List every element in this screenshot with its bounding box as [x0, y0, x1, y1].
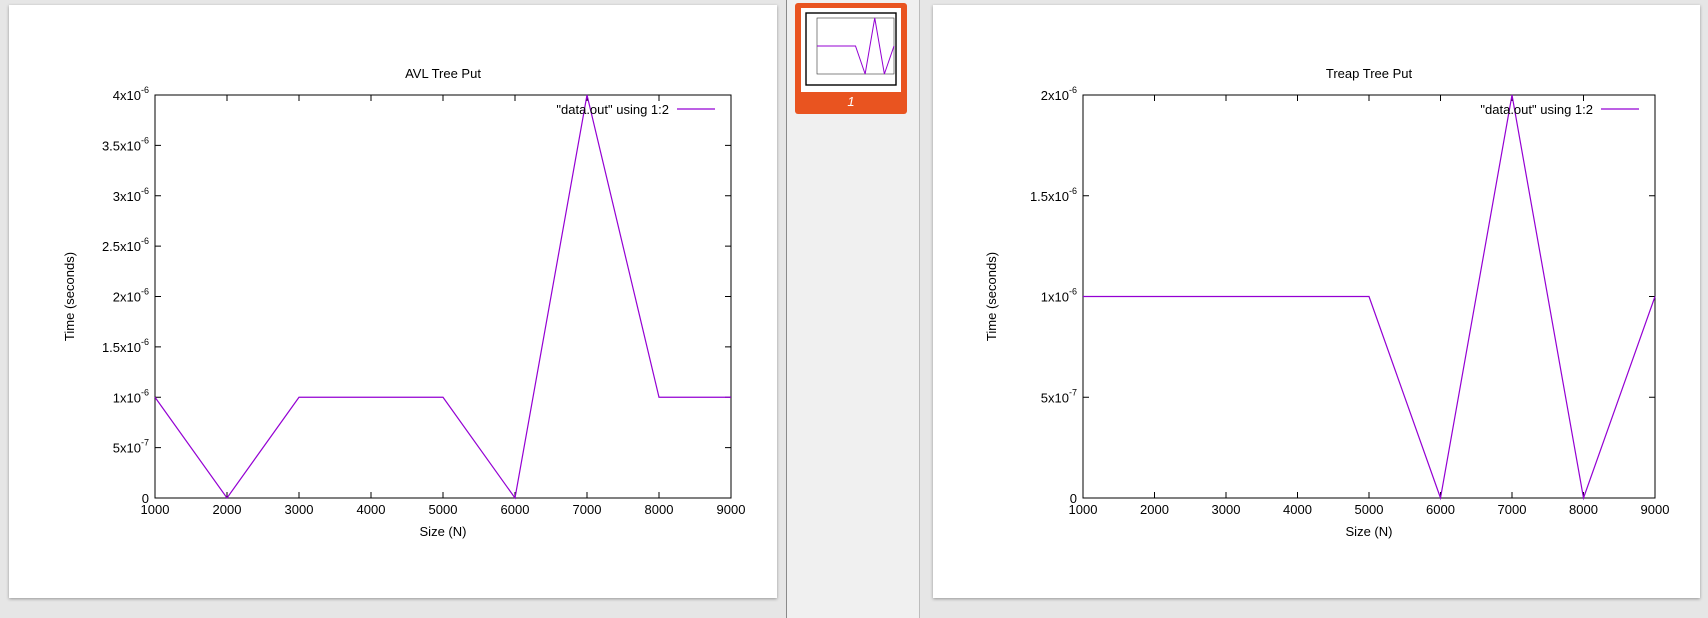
y-tick-label: 5x10-7 [1041, 387, 1077, 405]
document-page-right: Treap Tree Put Size (N) Time (seconds) 1000… [933, 5, 1700, 598]
series-line [154, 94, 731, 500]
thumbnail-border [805, 12, 897, 86]
y-tick-mantissa: 5x10 [113, 441, 141, 456]
y-tick-mantissa: 5x10 [1041, 390, 1069, 405]
x-tick-label: 4000 [1283, 502, 1312, 517]
y-tick-label: 0 [142, 491, 149, 506]
thumbnail-preview [805, 12, 897, 86]
y-tick-mantissa: 0 [1070, 491, 1077, 506]
x-tick-label: 4000 [357, 502, 386, 517]
y-tick-label: 2x10-6 [1041, 85, 1077, 103]
y-tick-exponent: -6 [1069, 186, 1077, 196]
y-tick-mantissa: 3.5x10 [102, 138, 141, 153]
y-tick-mantissa: 2x10 [1041, 88, 1069, 103]
document-page-left: AVL Tree Put Size (N) Time (seconds) 1000 20… [9, 5, 777, 598]
y-tick-label: 3x10-6 [113, 186, 149, 204]
x-axis-label: Size (N) [1346, 524, 1393, 539]
separator-line [786, 0, 787, 618]
page-thumbnail-image[interactable] [801, 8, 901, 92]
y-tick-label: 5x10-7 [113, 438, 149, 456]
legend-label: "data.out" using 1:2 [1480, 102, 1593, 117]
x-tick-label: 3000 [285, 502, 314, 517]
x-tick-label: 6000 [1426, 502, 1455, 517]
y-tick-exponent: -6 [141, 135, 149, 145]
y-tick-exponent: -6 [141, 287, 149, 297]
y-tick-label: 0 [1070, 491, 1077, 506]
y-tick-mantissa: 1.5x10 [1030, 189, 1069, 204]
y-tick-exponent: -7 [141, 438, 149, 448]
y-tick-exponent: -6 [141, 186, 149, 196]
y-tick-exponent: -6 [141, 387, 149, 397]
y-axis-label: Time (seconds) [984, 252, 999, 341]
y-tick-label: 4x10-6 [113, 85, 149, 103]
x-tick-label: 7000 [1498, 502, 1527, 517]
y-tick-mantissa: 2.5x10 [102, 239, 141, 254]
x-tick-label: 5000 [1355, 502, 1384, 517]
y-tick-mantissa: 1x10 [1041, 290, 1069, 305]
x-tick-label: 8000 [1569, 502, 1598, 517]
x-tick-label: 6000 [501, 502, 530, 517]
separator-line [919, 0, 920, 618]
y-tick-label: 1.5x10-6 [102, 337, 149, 355]
y-tick-exponent: -6 [141, 85, 149, 95]
page-thumbnail[interactable]: 1 [795, 3, 907, 114]
y-axis-label: Time (seconds) [62, 252, 77, 341]
x-tick-label: 3000 [1212, 502, 1241, 517]
x-tick-label: 8000 [645, 502, 674, 517]
avl-tree-put-chart: AVL Tree Put Size (N) Time (seconds) 1000 20… [62, 66, 746, 539]
y-tick-mantissa: 1.5x10 [102, 340, 141, 355]
chart-title: AVL Tree Put [405, 66, 481, 81]
y-tick-exponent: -6 [141, 236, 149, 246]
y-tick-mantissa: 4x10 [113, 88, 141, 103]
x-tick-label: 1000 [141, 502, 170, 517]
y-tick-mantissa: 2x10 [113, 290, 141, 305]
y-tick-exponent: -6 [1069, 287, 1077, 297]
page-thumbnail-label: 1 [847, 94, 855, 109]
plot-frame [154, 94, 732, 499]
y-tick-exponent: -6 [141, 337, 149, 347]
legend-label: "data.out" using 1:2 [556, 102, 669, 117]
x-tick-label: 1000 [1069, 502, 1098, 517]
x-axis-label: Size (N) [420, 524, 467, 539]
x-tick-label: 2000 [1140, 502, 1169, 517]
x-tick-label: 9000 [717, 502, 746, 517]
y-tick-mantissa: 1x10 [113, 390, 141, 405]
x-tick-label: 2000 [213, 502, 242, 517]
x-tick-label: 9000 [1641, 502, 1670, 517]
y-tick-mantissa: 3x10 [113, 189, 141, 204]
y-tick-label: 1x10-6 [1041, 287, 1077, 305]
x-tick-label: 7000 [573, 502, 602, 517]
y-tick-label: 3.5x10-6 [102, 135, 149, 153]
y-tick-label: 2.5x10-6 [102, 236, 149, 254]
thumbnail-series-line [817, 17, 895, 75]
treap-tree-put-chart: Treap Tree Put Size (N) Time (seconds) 1000… [984, 66, 1670, 539]
x-tick-label: 5000 [429, 502, 458, 517]
y-tick-label: 1x10-6 [113, 387, 149, 405]
y-tick-mantissa: 0 [142, 491, 149, 506]
y-tick-exponent: -7 [1069, 387, 1077, 397]
y-tick-label: 2x10-6 [113, 287, 149, 305]
y-tick-exponent: -6 [1069, 85, 1077, 95]
y-tick-label: 1.5x10-6 [1030, 186, 1077, 204]
chart-title: Treap Tree Put [1326, 66, 1413, 81]
